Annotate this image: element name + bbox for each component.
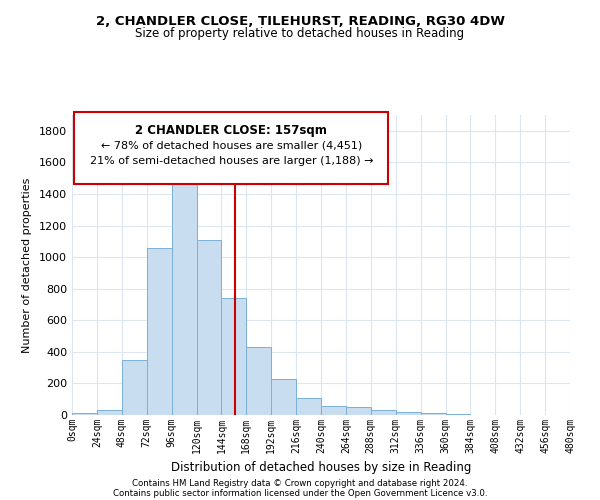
Bar <box>296 398 321 415</box>
X-axis label: Distribution of detached houses by size in Reading: Distribution of detached houses by size … <box>171 462 471 474</box>
Bar <box>172 184 197 415</box>
Bar <box>271 380 296 415</box>
Text: Contains HM Land Registry data © Crown copyright and database right 2024.: Contains HM Land Registry data © Crown c… <box>132 478 468 488</box>
Bar <box>346 407 371 415</box>
Bar <box>97 410 122 415</box>
Bar <box>421 414 445 415</box>
Y-axis label: Number of detached properties: Number of detached properties <box>22 178 32 352</box>
Text: Contains public sector information licensed under the Open Government Licence v3: Contains public sector information licen… <box>113 488 487 498</box>
Bar <box>122 360 147 415</box>
Text: ← 78% of detached houses are smaller (4,451): ← 78% of detached houses are smaller (4,… <box>101 140 362 150</box>
FancyBboxPatch shape <box>74 112 388 184</box>
Bar <box>396 412 421 415</box>
Bar <box>221 298 247 415</box>
Bar <box>72 412 97 415</box>
Text: Size of property relative to detached houses in Reading: Size of property relative to detached ho… <box>136 28 464 40</box>
Text: 21% of semi-detached houses are larger (1,188) →: 21% of semi-detached houses are larger (… <box>89 156 373 166</box>
Bar <box>197 240 221 415</box>
Bar <box>321 406 346 415</box>
Bar <box>371 410 396 415</box>
Bar <box>446 414 470 415</box>
Bar <box>247 347 271 415</box>
Text: 2, CHANDLER CLOSE, TILEHURST, READING, RG30 4DW: 2, CHANDLER CLOSE, TILEHURST, READING, R… <box>95 15 505 28</box>
Bar <box>146 248 172 415</box>
Text: 2 CHANDLER CLOSE: 157sqm: 2 CHANDLER CLOSE: 157sqm <box>136 124 327 137</box>
